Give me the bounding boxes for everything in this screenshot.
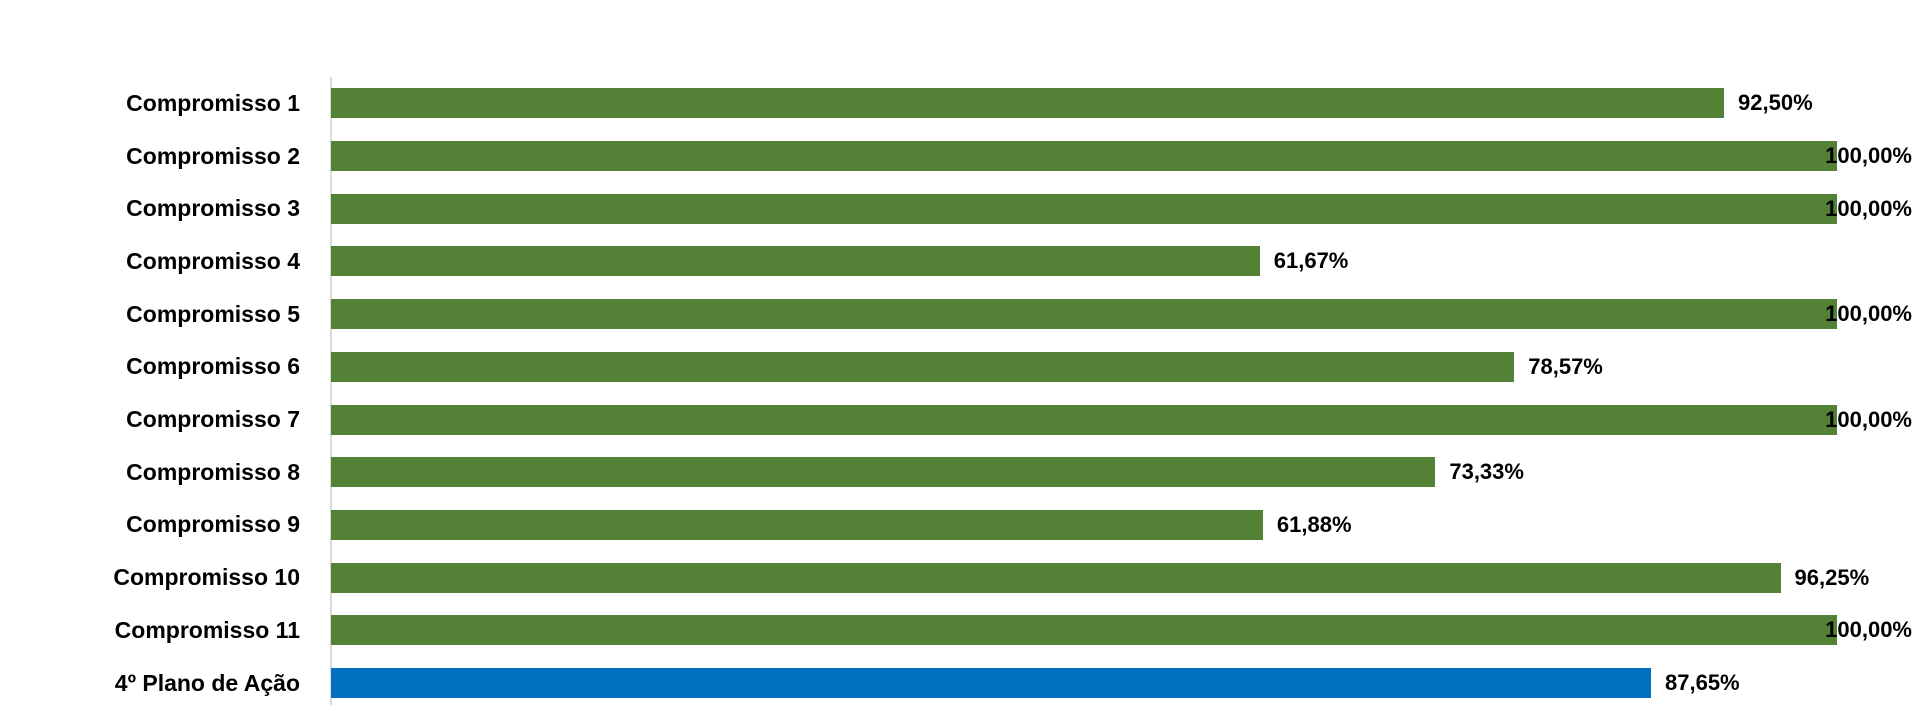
chart-row: Compromisso 4 61,67% — [0, 235, 1920, 288]
value-label: 61,67% — [1273, 248, 1349, 274]
value-label: 100,00% — [1825, 143, 1912, 169]
value-label: 73,33% — [1449, 459, 1524, 485]
category-label: Compromisso 7 — [126, 406, 300, 433]
category-label: Compromisso 1 — [126, 89, 300, 116]
chart-row: 4º Plano de Ação 87,65% — [0, 657, 1920, 710]
category-label: Compromisso 11 — [114, 616, 300, 643]
value-label: 100,00% — [1825, 406, 1912, 432]
bar — [331, 193, 1837, 224]
bar — [331, 562, 1781, 593]
y-axis-line — [330, 77, 332, 705]
value-label: 100,00% — [1825, 301, 1912, 327]
chart-row: Compromisso 7 100,00% — [0, 393, 1920, 446]
value-label: 78,57% — [1528, 353, 1603, 379]
bar — [331, 88, 1725, 119]
category-label: Compromisso 4 — [126, 247, 300, 274]
bar — [331, 404, 1837, 435]
bar — [331, 299, 1837, 330]
value-label: 96,25% — [1794, 564, 1870, 590]
category-label: 4º Plano de Ação — [114, 669, 300, 696]
category-label: Compromisso 5 — [126, 300, 300, 327]
chart-row: Compromisso 3 100,00% — [0, 182, 1920, 235]
value-label: 87,65% — [1665, 670, 1740, 696]
bar — [331, 351, 1515, 382]
chart-row: Compromisso 10 96,25% — [0, 551, 1920, 604]
category-label: Compromisso 10 — [113, 564, 300, 591]
bar — [331, 615, 1837, 646]
bar — [331, 668, 1651, 699]
bar — [331, 141, 1837, 172]
chart-row: Compromisso 6 78,57% — [0, 341, 1920, 394]
category-label: Compromisso 6 — [126, 353, 300, 380]
category-label: Compromisso 3 — [126, 195, 300, 222]
category-label: Compromisso 8 — [126, 458, 300, 485]
bar — [331, 509, 1263, 540]
chart-row: Compromisso 9 61,88% — [0, 499, 1920, 552]
chart-row: Compromisso 11 100,00% — [0, 604, 1920, 657]
value-label: 100,00% — [1825, 617, 1912, 643]
bar — [331, 457, 1436, 488]
chart-row: Compromisso 2 100,00% — [0, 130, 1920, 183]
category-label: Compromisso 9 — [126, 511, 300, 538]
category-label: Compromisso 2 — [126, 142, 300, 169]
value-label: 92,50% — [1738, 90, 1813, 116]
value-label: 100,00% — [1825, 195, 1912, 221]
bar — [331, 246, 1260, 277]
chart-row: Compromisso 8 73,33% — [0, 446, 1920, 499]
chart-row: Compromisso 5 100,00% — [0, 288, 1920, 341]
chart-row: Compromisso 1 92,50% — [0, 77, 1920, 130]
value-label: 61,88% — [1276, 511, 1352, 537]
